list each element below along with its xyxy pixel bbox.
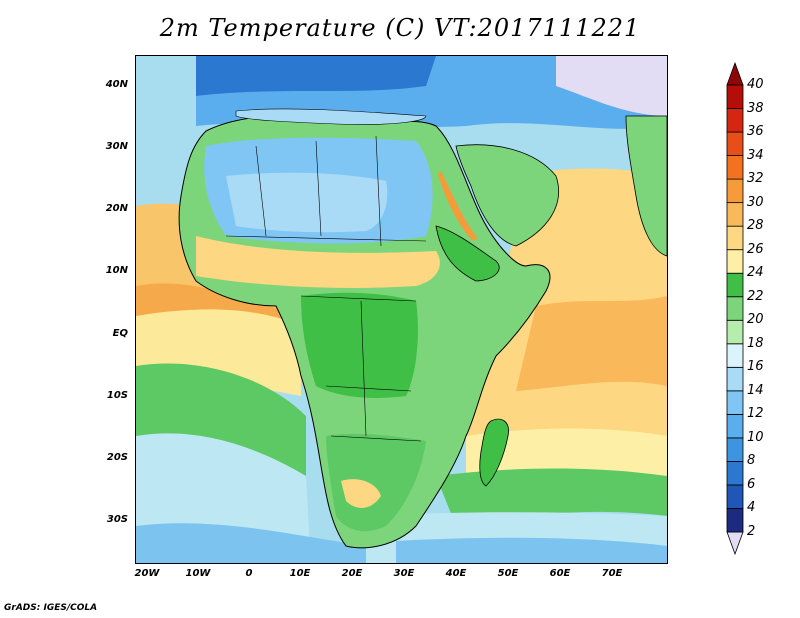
lon-tick-10w: 10W (185, 568, 211, 579)
lat-tick-10s: 10S (106, 390, 128, 401)
lat-tick-30n: 30N (105, 141, 128, 152)
lon-tick-30e: 30E (393, 568, 415, 579)
mediterranean-sea (235, 108, 427, 125)
colorbar-box (726, 249, 744, 274)
colorbar-box (726, 319, 744, 345)
colorbar-label: 12 (747, 406, 764, 422)
colorbar-box (726, 461, 744, 486)
lon-tick-70e: 70E (601, 568, 623, 579)
colorbar-label: 8 (747, 453, 756, 469)
country-borders (225, 135, 427, 442)
lat-tick-eq: EQ (112, 328, 128, 339)
colorbar-label: 28 (747, 218, 764, 234)
indian-ocean-mid (466, 428, 667, 481)
southern-africa (326, 433, 426, 532)
colorbar-box (726, 155, 744, 180)
lat-tick-40n: 40N (105, 79, 128, 90)
colorbar-label: 18 (747, 335, 764, 351)
colorbar-label: 38 (747, 100, 764, 116)
sahara-center (226, 172, 388, 233)
colorbar-box (726, 202, 744, 227)
central-africa-green (301, 292, 418, 398)
colorbar-label: 20 (747, 312, 764, 328)
red-sea (438, 171, 477, 241)
colorbar-label: 34 (747, 147, 764, 163)
map-title: 2m Temperature (C) VT:2017111221 (159, 14, 641, 42)
colorbar-box (726, 390, 744, 415)
southern-ocean-cold (396, 537, 667, 563)
lon-tick-40e: 40E (445, 568, 467, 579)
lat-tick-10n: 10N (105, 265, 128, 276)
colorbar-label: 32 (747, 171, 764, 187)
colorbar-label: 36 (747, 124, 764, 140)
colorbar-box (726, 484, 744, 509)
colorbar-box (726, 343, 744, 368)
colorbar-box (726, 437, 744, 462)
lon-tick-50e: 50E (497, 568, 519, 579)
lon-tick-20e: 20E (341, 568, 363, 579)
colorbar-label: 40 (747, 77, 764, 92)
colorbar-label: 14 (747, 382, 764, 398)
map-panel (135, 55, 668, 564)
horn-of-africa (435, 225, 500, 282)
colorbar-label: 24 (747, 265, 764, 281)
india-landmass (625, 115, 667, 257)
credit-text: GrADS: IGES/COLA (4, 603, 98, 613)
colorbar-label: 2 (747, 524, 756, 539)
colorbar-top-arrow (726, 61, 744, 86)
lat-tick-20n: 20N (105, 203, 128, 214)
colorbar-box (726, 178, 744, 204)
colorbar-label: 16 (747, 359, 764, 375)
lon-tick-0: 0 (245, 568, 253, 579)
kalahari-warm (341, 479, 381, 508)
madagascar (479, 418, 509, 487)
temperature-map (136, 56, 667, 563)
colorbar-label: 22 (747, 288, 764, 304)
europe-colder (196, 56, 436, 96)
lon-tick-60e: 60E (549, 568, 571, 579)
lat-tick-30s: 30S (106, 514, 128, 525)
indian-ocean-hot (516, 296, 667, 391)
colorbar-label: 26 (747, 241, 764, 257)
arabian-peninsula (455, 144, 559, 247)
colorbar-box (726, 108, 744, 133)
colorbar-box (726, 508, 744, 533)
colorbar-label: 6 (747, 476, 756, 492)
south-indian-band (436, 468, 667, 526)
colorbar-bottom-arrow (726, 531, 744, 556)
sahel-warm-band (196, 236, 440, 288)
lat-tick-20s: 20S (106, 452, 128, 463)
colorbar-box (726, 366, 744, 392)
caucasus-very-cold (556, 56, 667, 116)
colorbar-box (726, 296, 744, 321)
colorbar-label: 10 (747, 429, 764, 445)
lon-tick-20w: 20W (134, 568, 160, 579)
colorbar-box (726, 225, 744, 251)
lon-tick-10e: 10E (289, 568, 311, 579)
colorbar-box (726, 84, 744, 109)
colorbar-box (726, 131, 744, 156)
colorbar-box (726, 272, 744, 298)
colorbar-label: 30 (747, 194, 764, 210)
colorbar-label: 4 (747, 500, 756, 516)
colorbar-box (726, 413, 744, 439)
southern-cold-band (136, 523, 366, 563)
